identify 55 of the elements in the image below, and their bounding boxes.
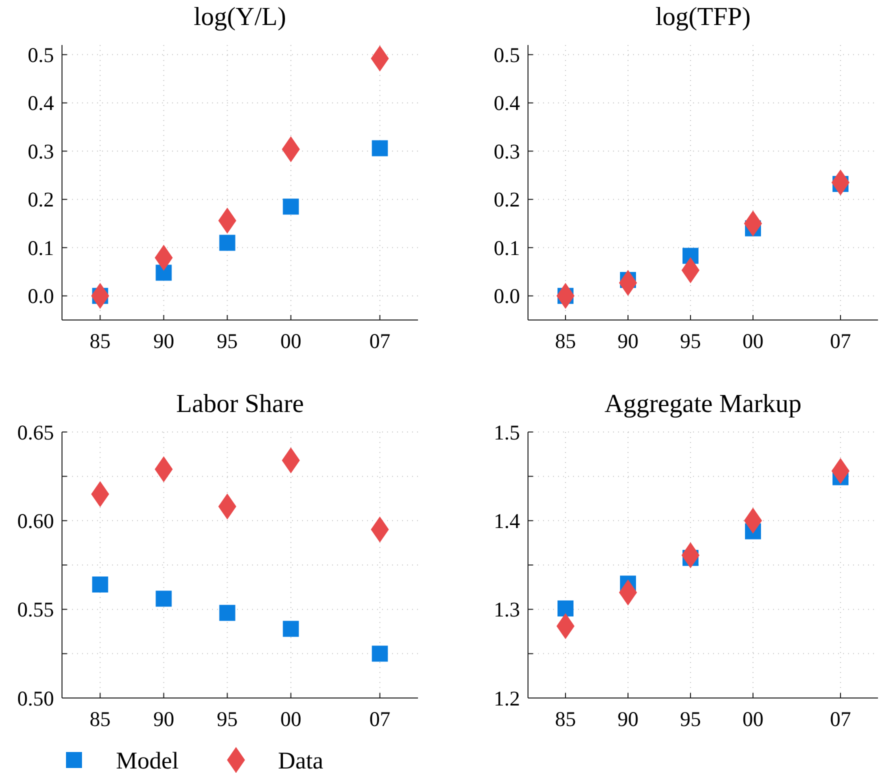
- x-tick-label: 07: [830, 707, 851, 731]
- y-tick-label: 0.4: [28, 91, 54, 116]
- legend-label: Model: [116, 748, 179, 773]
- x-tick-label: 85: [90, 329, 111, 353]
- x-tick-label: 85: [555, 329, 576, 353]
- point: [219, 234, 236, 251]
- y-tick-label: 0.1: [28, 236, 54, 260]
- legend-label: Data: [278, 748, 324, 773]
- x-tick-label: 00: [280, 707, 302, 731]
- y-tick-label: 1.3: [494, 598, 520, 622]
- point: [156, 590, 172, 607]
- x-tick-label: 95: [680, 707, 701, 731]
- y-tick-label: 0.55: [17, 598, 54, 622]
- x-tick-label: 85: [555, 707, 576, 731]
- point: [372, 646, 388, 662]
- y-tick-label: 0.4: [494, 91, 520, 116]
- x-tick-label: 00: [280, 329, 302, 353]
- point: [92, 576, 108, 593]
- point: [219, 604, 236, 621]
- chart-title: log(TFP): [655, 2, 751, 31]
- y-tick-label: 0.60: [17, 509, 54, 534]
- chart-title: Aggregate Markup: [604, 389, 802, 418]
- x-tick-label: 90: [618, 329, 638, 353]
- x-tick-label: 00: [742, 329, 764, 353]
- y-tick-label: 0.65: [17, 420, 54, 444]
- x-tick-label: 90: [153, 707, 174, 731]
- x-tick-label: 07: [369, 707, 390, 731]
- x-tick-label: 90: [153, 329, 174, 353]
- point: [282, 198, 299, 215]
- y-tick-label: 0.2: [28, 188, 54, 212]
- y-tick-label: 0.5: [494, 43, 520, 67]
- y-tick-label: 0.0: [28, 284, 54, 308]
- y-tick-label: 0.50: [17, 686, 54, 710]
- x-tick-label: 07: [369, 329, 390, 353]
- x-tick-label: 85: [90, 707, 111, 731]
- y-tick-label: 1.5: [494, 420, 520, 444]
- chart-title: log(Y/L): [194, 2, 286, 31]
- x-tick-label: 95: [680, 329, 701, 353]
- chart-title: Labor Share: [176, 389, 304, 418]
- y-tick-label: 0.3: [28, 139, 54, 164]
- point: [558, 600, 574, 616]
- y-tick-label: 1.4: [494, 509, 520, 534]
- y-tick-label: 0.3: [494, 139, 520, 164]
- y-tick-label: 0.5: [28, 43, 54, 67]
- y-tick-label: 1.2: [494, 686, 520, 710]
- y-tick-label: 0.1: [494, 236, 520, 260]
- x-tick-label: 95: [216, 329, 238, 353]
- x-tick-label: 07: [830, 329, 851, 353]
- point: [282, 620, 299, 637]
- x-tick-label: 00: [742, 707, 764, 731]
- y-tick-label: 0.2: [494, 188, 520, 212]
- point: [372, 140, 388, 156]
- x-tick-label: 95: [216, 707, 238, 731]
- x-tick-label: 90: [618, 707, 638, 731]
- y-tick-label: 0.0: [494, 284, 520, 308]
